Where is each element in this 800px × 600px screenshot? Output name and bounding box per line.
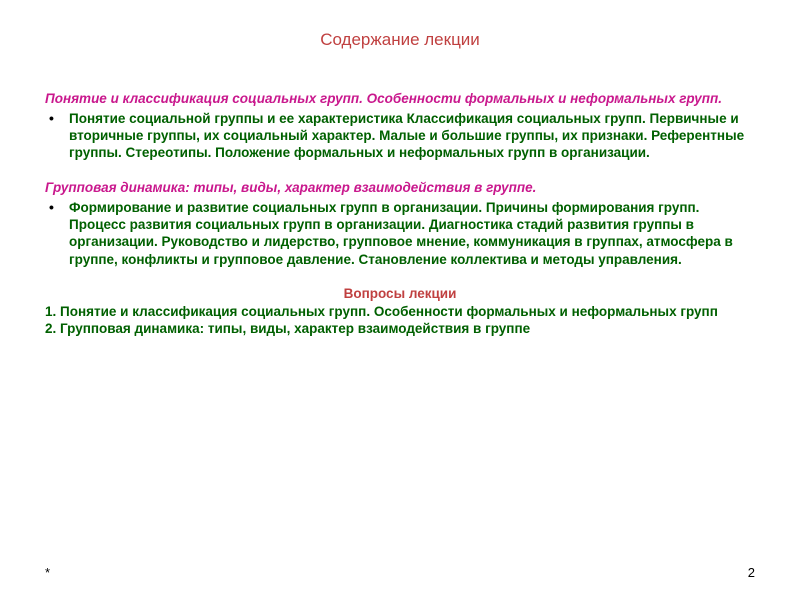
section1-heading: Понятие и классификация социальных групп… bbox=[45, 90, 755, 108]
question-2: 2. Групповая динамика: типы, виды, харак… bbox=[45, 320, 755, 337]
section2-bullet: • Формирование и развитие социальных гру… bbox=[45, 199, 755, 268]
question-1: 1. Понятие и классификация социальных гр… bbox=[45, 303, 755, 320]
section2-body: Формирование и развитие социальных групп… bbox=[69, 199, 755, 268]
section1-bullet: • Понятие социальной группы и ее характе… bbox=[45, 110, 755, 162]
slide-title: Содержание лекции bbox=[45, 30, 755, 50]
footer-left: * bbox=[45, 565, 50, 580]
section1-body: Понятие социальной группы и ее характери… bbox=[69, 110, 755, 162]
page-number: 2 bbox=[748, 565, 755, 580]
section2-heading: Групповая динамика: типы, виды, характер… bbox=[45, 179, 755, 197]
questions-title: Вопросы лекции bbox=[45, 286, 755, 301]
bullet-icon: • bbox=[45, 110, 69, 128]
bullet-icon: • bbox=[45, 199, 69, 217]
